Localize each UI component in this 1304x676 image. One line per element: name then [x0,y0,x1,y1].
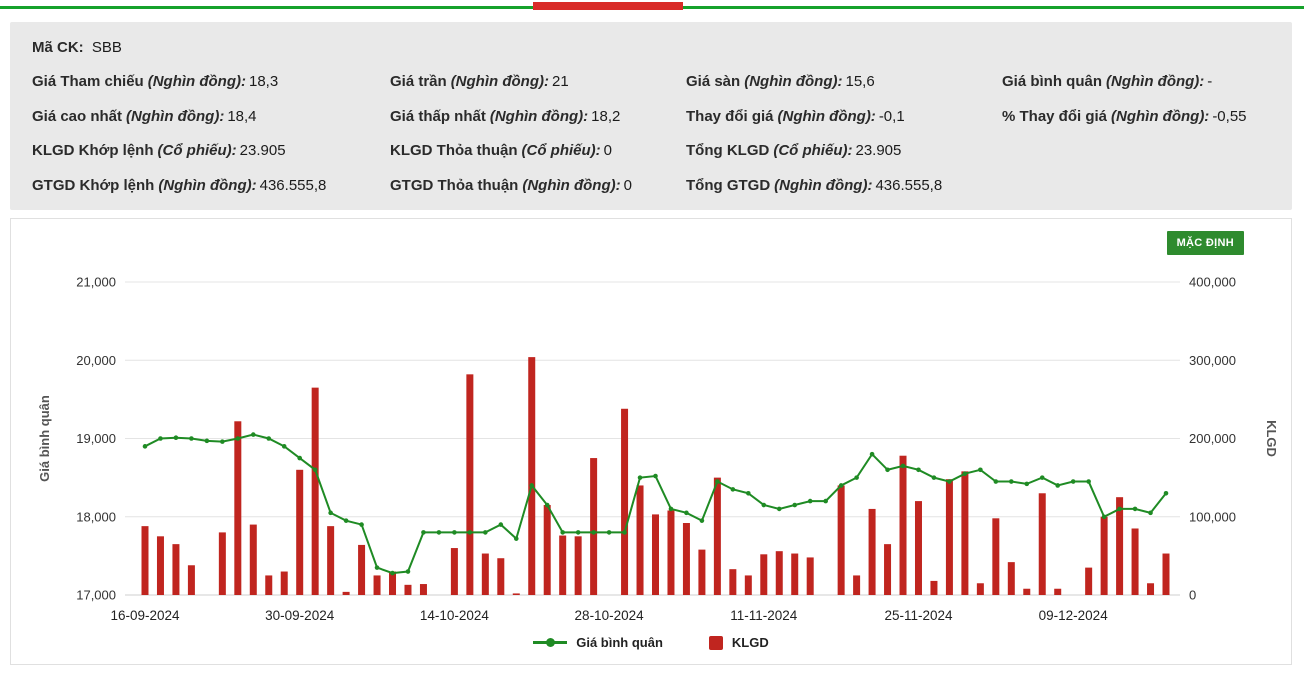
svg-text:21,000: 21,000 [76,275,116,290]
field-gia-cao-nhat: Giá cao nhất (Nghìn đồng): 18,4 [32,108,390,125]
svg-text:30-09-2024: 30-09-2024 [265,608,335,623]
svg-text:KLGD: KLGD [1264,420,1279,457]
field-value: 21 [551,73,569,91]
field-unit: (Cổ phiếu): [157,142,237,160]
field-value: 436.555,8 [259,176,327,194]
field-gia-thap-nhat: Giá thấp nhất (Nghìn đồng): 18,2 [390,108,686,125]
field-pct-thay-doi-gia: % Thay đổi giá (Nghìn đồng): -0,55 [1002,108,1270,125]
legend-item-gia-binh-quan[interactable]: Giá bình quân [533,635,663,650]
field-label: Giá trần [390,73,447,91]
field-value: 23.905 [239,142,286,160]
field-label: Giá Tham chiếu [32,73,144,91]
field-gtgd-khop-lenh: GTGD Khớp lệnh (Nghìn đồng): 436.555,8 [32,177,390,194]
svg-text:14-10-2024: 14-10-2024 [420,608,490,623]
field-label: Giá bình quân [1002,73,1102,91]
field-value: 18,3 [249,73,279,91]
field-label: GTGD Thỏa thuận [390,176,519,194]
chart-legend: Giá bình quân KLGD [11,635,1291,650]
field-value: -0,1 [878,107,905,125]
field-thay-doi-gia: Thay đổi giá (Nghìn đồng): -0,1 [686,108,1002,125]
field-unit: (Nghìn đồng): [777,107,876,125]
svg-text:11-11-2024: 11-11-2024 [730,608,798,623]
field-value: SBB [91,38,122,56]
field-unit: (Nghìn đồng): [774,176,873,194]
field-gia-tran: Giá trần (Nghìn đồng): 21 [390,73,686,90]
field-label: % Thay đổi giá [1002,107,1108,125]
field-unit: (Cổ phiếu): [773,142,853,160]
field-value: 23.905 [855,142,902,160]
price-volume-chart: 17,000 0 18,000 100,000 19,000 200,000 20,000 3… [37,275,1279,624]
field-unit: (Cổ phiếu): [521,142,601,160]
field-unit: (Nghìn đồng): [450,73,549,91]
svg-text:18,000: 18,000 [76,509,116,524]
field-klgd-khop-lenh: KLGD Khớp lệnh (Cổ phiếu): 23.905 [32,142,390,159]
svg-text:25-11-2024: 25-11-2024 [884,608,953,623]
field-unit: (Nghìn đồng): [489,107,589,125]
field-ma-ck: Mã CK: SBB [32,39,1270,56]
svg-text:20,000: 20,000 [76,353,116,368]
field-value: 436.555,8 [875,176,943,194]
svg-text:200,000: 200,000 [1189,431,1236,446]
field-label: KLGD Thỏa thuận [390,142,518,160]
field-label: Thay đổi giá [686,107,774,125]
svg-text:Giá bình quân: Giá bình quân [37,395,52,482]
field-value: - [1207,73,1213,91]
svg-text:09-12-2024: 09-12-2024 [1039,608,1109,623]
svg-text:300,000: 300,000 [1189,353,1236,368]
field-unit: (Nghìn đồng): [1111,107,1210,125]
field-unit: (Nghìn đồng): [147,73,246,91]
field-unit: (Nghìn đồng): [522,176,621,194]
field-unit: (Nghìn đồng): [158,176,257,194]
chart-panel: MẶC ĐỊNH 17,000 0 18,000 100,000 19,000 200,0… [10,218,1292,665]
field-klgd-thoa-thuan: KLGD Thỏa thuận (Cổ phiếu): 0 [390,142,686,159]
default-view-button[interactable]: MẶC ĐỊNH [1166,231,1244,255]
field-label: Giá thấp nhất [390,107,486,125]
line-series-icon [533,638,568,647]
field-tong-gtgd: Tổng GTGD (Nghìn đồng): 436.555,8 [686,177,1002,194]
field-gia-binh-quan: Giá bình quân (Nghìn đồng): - [1002,73,1270,90]
field-value: -0,55 [1212,107,1247,125]
field-gtgd-thoa-thuan: GTGD Thỏa thuận (Nghìn đồng): 0 [390,177,686,194]
field-label: Tổng GTGD [686,176,771,194]
field-label: GTGD Khớp lệnh [32,176,155,194]
svg-text:19,000: 19,000 [76,431,116,446]
field-gia-tham-chieu: Giá Tham chiếu (Nghìn đồng): 18,3 [32,73,390,90]
field-value: 0 [623,176,632,194]
field-tong-klgd: Tổng KLGD (Cổ phiếu): 23.905 [686,142,1002,159]
field-label: Mã CK: [32,38,84,56]
top-accent-red-indicator [533,2,683,10]
svg-text:17,000: 17,000 [76,588,116,603]
field-unit: (Nghìn đồng): [126,107,225,125]
field-unit: (Nghìn đồng): [1106,73,1205,91]
field-label: Giá sàn [686,73,741,91]
legend-label: KLGD [731,635,769,650]
svg-text:100,000: 100,000 [1189,509,1236,524]
svg-text:16-09-2024: 16-09-2024 [110,608,180,623]
field-value: 0 [603,142,612,160]
field-label: KLGD Khớp lệnh [32,142,154,160]
field-unit: (Nghìn đồng): [744,73,843,91]
bar-series-icon [708,635,723,650]
line-marker-icon [546,638,556,647]
legend-label: Giá bình quân [576,635,663,650]
field-value: 18,4 [227,107,257,125]
field-value: 18,2 [591,107,621,125]
field-label: Tổng KLGD [686,142,770,160]
field-gia-san: Giá sàn (Nghìn đồng): 15,6 [686,73,1002,90]
svg-text:28-10-2024: 28-10-2024 [575,608,645,623]
legend-item-klgd[interactable]: KLGD [708,635,769,650]
svg-text:0: 0 [1189,588,1196,603]
field-label: Giá cao nhất [32,107,123,125]
stock-info-panel: Mã CK: SBB Giá Tham chiếu (Nghìn đồng): 18… [10,22,1292,210]
field-value: 15,6 [845,73,875,91]
svg-text:400,000: 400,000 [1189,275,1236,290]
